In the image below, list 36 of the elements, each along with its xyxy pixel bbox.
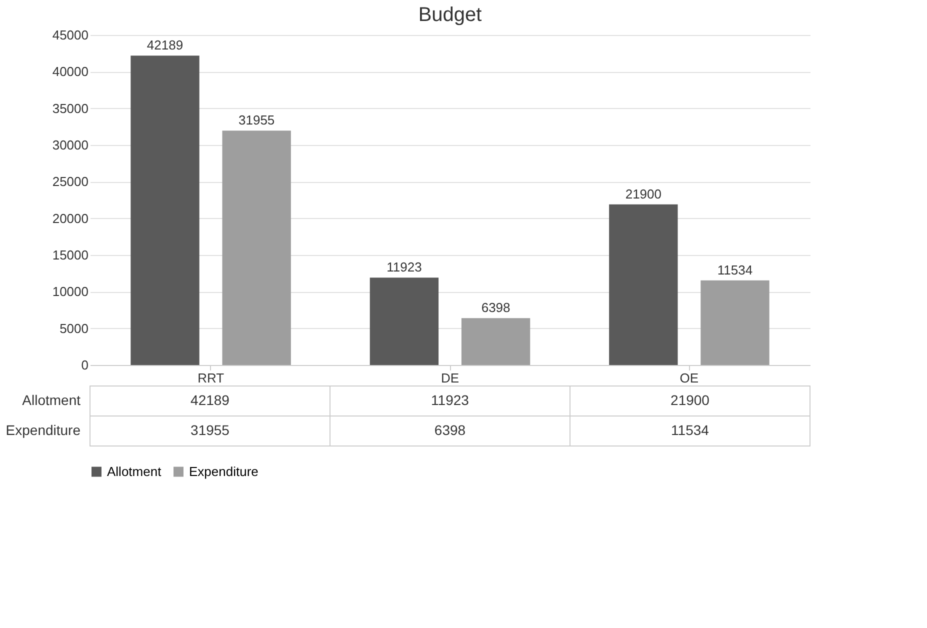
text: 11923 xyxy=(386,260,422,275)
y-tick-label: 0 xyxy=(81,358,88,372)
bar xyxy=(461,318,530,365)
text: Expenditure xyxy=(6,422,80,438)
y-tick-label: 15000 xyxy=(52,248,88,262)
y-tick-label: 5000 xyxy=(60,320,88,336)
bar xyxy=(700,280,770,365)
legend-label: Expenditure xyxy=(189,464,258,479)
bar xyxy=(370,278,439,365)
y-tick-label: 35000 xyxy=(52,100,88,116)
text: 6398 xyxy=(481,300,510,316)
text: Allotment xyxy=(22,392,80,408)
chart-title: Budget xyxy=(418,4,482,26)
data-label: 11534 xyxy=(671,422,710,438)
y-tick-label: 45000 xyxy=(52,28,88,42)
legend-label: Allotment xyxy=(107,464,162,479)
x-tick-label: OE xyxy=(680,370,699,386)
bar xyxy=(130,56,200,365)
data-label: 21900 xyxy=(670,392,710,408)
text: 21900 xyxy=(625,186,662,202)
y-tick-label: 10000 xyxy=(52,284,88,300)
bar xyxy=(222,130,291,365)
data-label: 31955 xyxy=(190,422,230,438)
y-tick-label: 40000 xyxy=(52,64,88,80)
text: 31955 xyxy=(238,112,275,128)
y-tick-label: 20000 xyxy=(52,210,88,226)
y-tick-label: 25000 xyxy=(52,174,88,190)
text: 42189 xyxy=(146,38,184,53)
data-label: 6398 xyxy=(434,422,466,438)
data-label: 42189 xyxy=(190,392,230,408)
x-tick-label: RRT xyxy=(198,370,224,386)
x-tick-label: DE xyxy=(440,370,460,386)
y-tick-label: 30000 xyxy=(52,138,88,152)
bar xyxy=(609,204,678,365)
data-label: 11923 xyxy=(431,392,470,408)
text: 11534 xyxy=(717,262,753,278)
